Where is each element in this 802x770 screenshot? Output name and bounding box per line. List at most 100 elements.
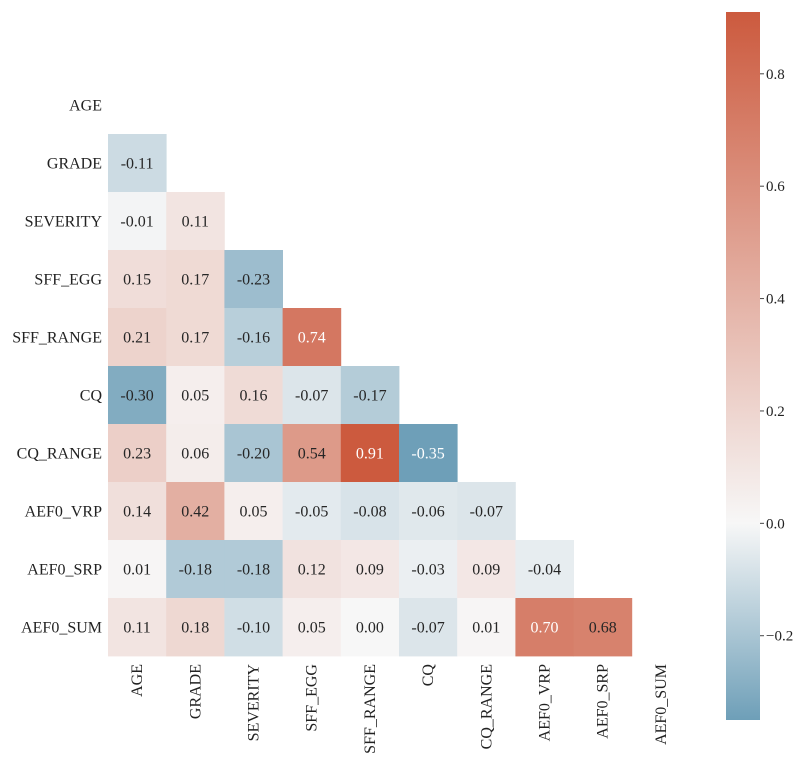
cell-value-label: 0.11 [123,620,150,637]
column-label: SFF_RANGE [362,664,379,754]
colorbar: 0.8 0.6 0.4 0.2 0.0 −0.2 [726,12,793,720]
cell-value-label: -0.18 [179,562,212,579]
cell-value-label: 0.17 [181,330,209,347]
cell-value-label: -0.07 [295,388,328,405]
cell-value-label: -0.18 [237,562,270,579]
heatmap-cell [399,424,458,483]
heatmap-cell [108,482,167,541]
cell-value-label: -0.16 [237,330,270,347]
cell-value-label: -0.07 [470,504,503,521]
heatmap-cell [166,598,225,657]
heatmap-cell [340,540,400,599]
cell-value-label: -0.11 [121,156,154,173]
colorbar-tick-label: 0.4 [766,292,785,308]
heatmap-cell [399,482,458,541]
heatmap-cell [515,598,574,657]
row-label: CQ_RANGE [17,446,102,463]
column-label: CQ [420,664,437,687]
heatmap-cell [224,540,283,599]
cell-value-label: 0.42 [181,504,209,521]
cell-value-label: -0.03 [411,562,444,579]
cell-value-label: 0.05 [298,620,326,637]
cell-value-label: 0.17 [181,272,209,289]
heatmap-cell [282,482,342,541]
heatmap-cell [108,308,167,367]
row-label: SFF_EGG [34,272,102,289]
cell-value-label: 0.01 [472,620,500,637]
heatmap-cell [224,308,283,367]
heatmap-cell [457,540,516,599]
heatmap-cell [515,540,574,599]
heatmap-cell [166,366,225,425]
heatmap-cell [340,598,400,657]
heatmap-cell [224,250,283,309]
cell-value-label: -0.06 [411,504,444,521]
heatmap-cell [457,482,516,541]
colorbar-bar [726,12,760,720]
cell-value-label: -0.10 [237,620,270,637]
colorbar-tick-label: 0.8 [766,67,785,83]
heatmap-cell [108,366,167,425]
cell-value-label: 0.70 [531,620,559,637]
cell-value-label: 0.09 [356,562,384,579]
row-labels: AGE GRADE SEVERITY SFF_EGG SFF_RANGE CQ CQ_RAN… [12,98,102,637]
row-label: AEF0_SUM [21,620,102,637]
cell-value-label: 0.18 [181,620,209,637]
heatmap-cell [282,308,342,367]
heatmap-cell [399,598,458,657]
cell-value-label: 0.74 [298,330,326,347]
colorbar-tick-label: 0.0 [766,516,785,532]
row-label: GRADE [47,156,102,173]
heatmap-cell [282,540,342,599]
column-label: CQ_RANGE [478,664,495,749]
cell-value-label: -0.04 [528,562,561,579]
cell-value-label: 0.06 [181,446,209,463]
heatmap-cell [224,366,283,425]
row-label: CQ [80,388,103,405]
column-label: AEF0_SUM [653,664,670,745]
cell-value-label: -0.20 [237,446,270,463]
column-label: AEF0_SRP [595,664,612,739]
cell-value-label: 0.68 [589,620,617,637]
cell-value-label: 0.23 [123,446,151,463]
heatmap-cell [166,482,225,541]
cell-value-label: 0.54 [298,446,326,463]
heatmap-cell [166,308,225,367]
cell-value-label: -0.05 [295,504,328,521]
heatmap-cell [282,598,342,657]
cell-value-label: -0.08 [353,504,386,521]
cell-value-label: 0.21 [123,330,151,347]
heatmap-cell [224,424,283,483]
heatmap-cell [166,540,225,599]
cell-value-label: 0.14 [123,504,151,521]
cell-value-label: 0.11 [182,214,209,231]
heatmap-cell [108,540,167,599]
column-label: AEF0_VRP [537,664,554,741]
column-label: SFF_EGG [304,664,321,732]
heatmap-cell [340,482,400,541]
heatmap-cell [340,366,400,425]
colorbar-tick-label: 0.2 [766,404,785,420]
cell-value-label: -0.01 [120,214,153,231]
cell-value-label: -0.07 [411,620,444,637]
cell-value-label: 0.16 [240,388,268,405]
heatmap-cell [224,482,283,541]
cell-value-label: 0.91 [356,446,384,463]
cell-value-label: 0.01 [123,562,151,579]
heatmap-cells: -0.11 -0.01 0.11 0.15 0.17 -0.23 0.21 0.17 -0.16… [108,134,633,657]
heatmap-cell [108,192,167,251]
heatmap-cell [166,250,225,309]
heatmap-cell [282,424,342,483]
cell-value-label: -0.17 [353,388,386,405]
heatmap-cell [166,424,225,483]
heatmap-cell [282,366,342,425]
cell-value-label: 0.09 [472,562,500,579]
cell-value-label: -0.30 [120,388,153,405]
column-labels: AGE GRADE SEVERITY SFF_EGG SFF_RANGE CQ CQ_RAN… [129,664,670,754]
row-label: AGE [69,98,102,115]
column-label: SEVERITY [246,664,263,742]
heatmap-cell [224,598,283,657]
row-label: AEF0_SRP [27,562,102,579]
heatmap-cell [457,598,516,657]
